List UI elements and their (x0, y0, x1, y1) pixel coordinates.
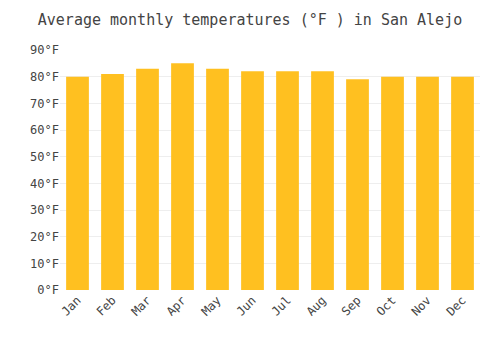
svg-text:May: May (199, 293, 224, 318)
svg-text:90°F: 90°F (30, 43, 59, 57)
svg-text:Oct: Oct (374, 293, 399, 318)
svg-text:40°F: 40°F (30, 177, 59, 191)
svg-text:Jun: Jun (234, 293, 259, 318)
svg-text:Aug: Aug (304, 293, 329, 318)
svg-text:20°F: 20°F (30, 230, 59, 244)
svg-text:Dec: Dec (444, 293, 469, 318)
svg-text:Sep: Sep (339, 293, 364, 318)
svg-text:Jul: Jul (269, 293, 294, 318)
svg-text:0°F: 0°F (37, 283, 59, 297)
svg-text:10°F: 10°F (30, 257, 59, 271)
svg-text:70°F: 70°F (30, 97, 59, 111)
svg-text:80°F: 80°F (30, 70, 59, 84)
svg-text:60°F: 60°F (30, 123, 59, 137)
svg-text:Mar: Mar (129, 293, 154, 318)
svg-text:Apr: Apr (164, 293, 189, 318)
svg-text:Average monthly temperatures (: Average monthly temperatures (°F ) in Sa… (38, 11, 462, 29)
svg-text:Feb: Feb (94, 293, 119, 318)
svg-text:30°F: 30°F (30, 203, 59, 217)
svg-text:Jan: Jan (59, 293, 84, 318)
svg-text:50°F: 50°F (30, 150, 59, 164)
svg-text:Nov: Nov (409, 293, 434, 318)
